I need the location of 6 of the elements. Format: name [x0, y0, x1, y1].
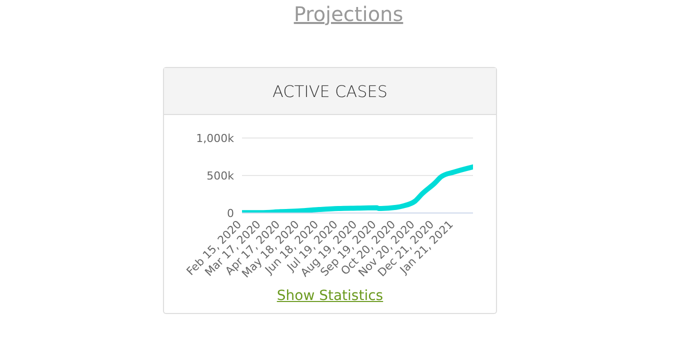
y-tick-label: 0 — [227, 206, 234, 220]
y-tick-label: 1,000k — [196, 132, 235, 145]
chart-title: ACTIVE CASES — [164, 68, 496, 115]
y-tick-label: 500k — [206, 169, 235, 182]
text: Projections — [292, 2, 404, 26]
text: Show Statistics — [276, 288, 384, 304]
